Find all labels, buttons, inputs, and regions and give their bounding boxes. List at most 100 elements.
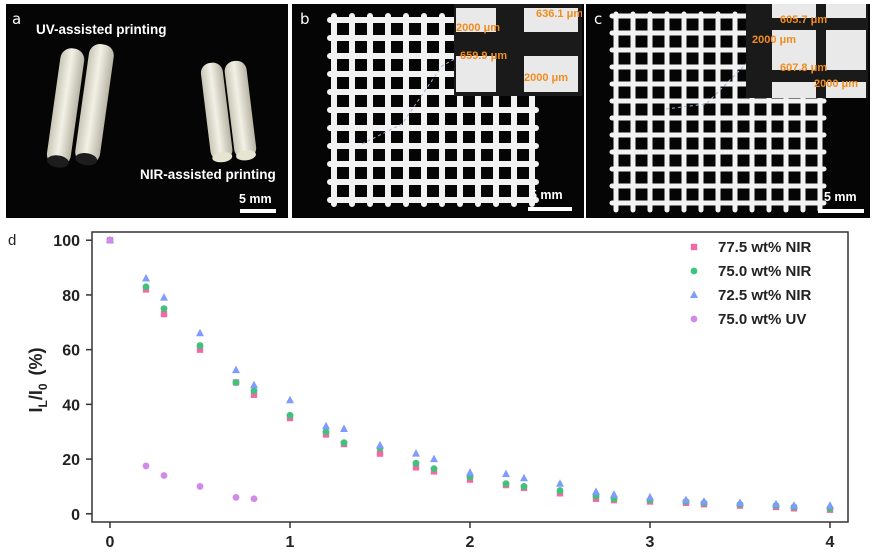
y-tick-label: 0 [71,507,80,524]
inset-c-measure-4: 2000 μm [814,78,859,90]
data-point [682,495,690,504]
scale-bar-c [818,209,864,213]
data-point [556,479,564,487]
data-point [556,487,564,494]
y-tick-label: 80 [62,288,80,305]
data-point [592,487,600,495]
x-tick-label: 4 [826,534,835,551]
panel-letter-b: b [300,10,310,28]
data-point [250,391,258,398]
panel-letter-c: c [594,10,603,28]
panel-b-photo: b 2000 μm 636.1 μm 659.9 μm 2000 μm 5 mm [292,4,584,218]
data-point [790,501,798,509]
y-axis-label-mid: /I [26,390,46,400]
x-tick-label: 0 [106,534,115,551]
data-point [196,483,204,490]
inset-c-measure-3: 607.8 μm [780,62,828,74]
data-point [250,387,258,395]
legend-marker [690,243,698,251]
data-point [826,501,834,509]
data-point [142,274,150,282]
panel-letter-d: d [8,232,17,249]
data-point [376,450,384,457]
data-point [502,469,510,478]
data-point [412,459,420,467]
scale-label-c: 5 mm [824,190,857,204]
data-point [232,493,240,501]
data-point [430,454,438,463]
data-point [250,495,258,503]
printed-lattice-b [327,13,539,207]
data-point [196,346,204,353]
y-axis-label-sub2: 0 [36,383,50,390]
data-point [322,428,330,436]
y-axis-label-main: I [26,408,46,413]
inset-c-measure-1: 605.7 μm [780,14,828,26]
data-point [232,379,240,386]
series-3 [106,236,258,503]
data-point [412,464,420,471]
data-point [700,496,708,505]
data-point [520,483,528,490]
legend-marker [690,267,698,275]
data-point [772,499,780,508]
y-tick-label: 40 [62,397,80,414]
y-tick-label: 100 [53,233,80,250]
x-tick-label: 2 [466,534,475,551]
data-point [286,411,294,419]
data-point [196,342,204,349]
inset-b-measure-3: 659.9 μm [460,50,508,62]
data-point [322,421,330,430]
data-point [412,449,420,457]
scale-bar-a [240,209,276,213]
scale-bar-b [528,207,572,211]
data-point [160,472,168,479]
label-nir-printing: NIR-assisted printing [140,167,276,182]
micrograph-inset-c: 605.7 μm 2000 μm 607.8 μm 2000 μm [746,4,868,98]
data-point [340,424,348,432]
data-point [466,468,474,476]
y-axis-label: IL/I0 (%) [26,347,50,412]
y-axis-label-unit: (%) [26,347,46,375]
legend-marker [690,315,698,323]
data-point [160,305,168,313]
data-point [160,310,168,318]
data-point [502,480,510,488]
data-point [520,473,528,482]
y-tick-label: 20 [62,452,80,469]
legend-entry: 77.5 wt% NIR [718,239,812,256]
data-point [610,490,618,498]
data-point [160,293,168,301]
legend-entry: 72.5 wt% NIR [718,287,812,304]
data-point [430,465,438,473]
data-point [250,380,258,389]
inset-b-measure-1: 2000 μm [456,22,501,34]
panel-letter-a: a [12,10,22,28]
inset-c-measure-2: 2000 μm [752,34,797,46]
x-tick-label: 1 [286,534,295,551]
label-uv-printing: UV-assisted printing [36,22,167,37]
inset-b-measure-2: 636.1 μm [536,8,582,20]
data-point [646,492,654,501]
y-axis-label-sub1: L [36,400,50,407]
legend-marker [690,290,698,298]
data-point [376,440,384,449]
data-point [196,328,204,337]
printed-tubes-illustration [46,44,257,168]
panel-a-photo: a UV-assisted printing NIR-assisted prin… [6,4,288,218]
data-point [142,283,150,291]
data-point [106,236,114,244]
data-point [286,395,294,404]
data-point [736,498,744,506]
printed-lattice-c [609,11,827,213]
micrograph-inset-b: 2000 μm 636.1 μm 659.9 μm 2000 μm [454,4,582,96]
data-point [232,365,240,374]
inset-b-measure-4: 2000 μm [524,72,569,84]
x-tick-label: 3 [646,534,655,551]
scale-label-a: 5 mm [239,192,272,206]
legend-entry: 75.0 wt% NIR [718,263,812,280]
y-tick-label: 60 [62,343,80,360]
data-point [340,439,348,447]
data-point [142,462,150,470]
